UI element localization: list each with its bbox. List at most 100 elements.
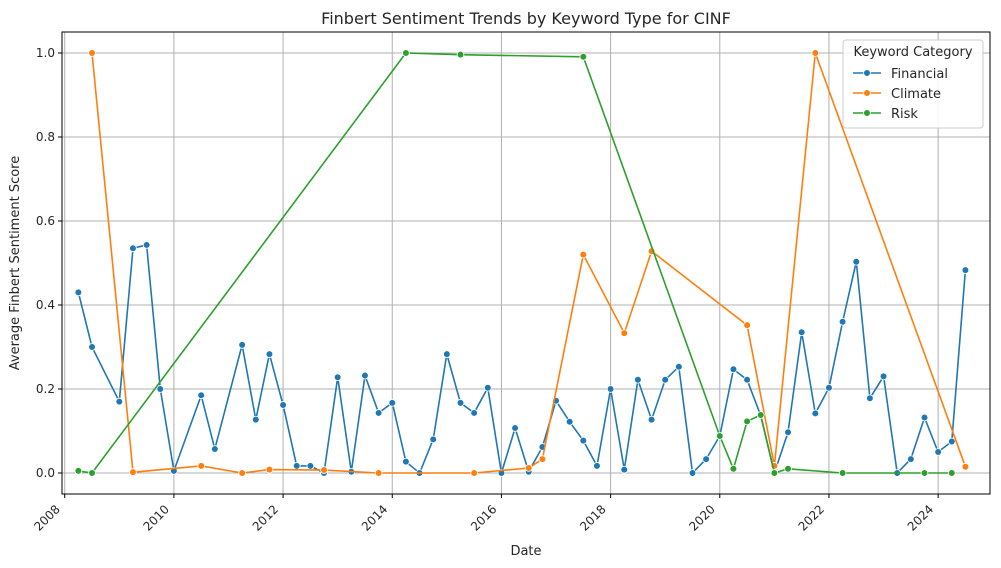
data-point-risk: [920, 469, 929, 477]
legend-label-risk: Risk: [891, 107, 918, 122]
data-point-financial: [238, 341, 246, 349]
data-point-financial: [702, 455, 710, 463]
data-point-financial: [811, 409, 820, 418]
legend-marker-risk: [863, 109, 871, 117]
data-point-climate: [197, 462, 206, 470]
y-tick-label: 0.2: [36, 382, 55, 396]
legend-label-financial: Financial: [891, 67, 948, 82]
series-climate: [88, 49, 970, 477]
data-point-financial: [74, 288, 83, 297]
series-risk: [74, 49, 956, 477]
data-point-financial: [402, 457, 410, 466]
y-axis-label: Average Finbert Sentiment Score: [8, 156, 23, 370]
data-point-financial: [729, 365, 738, 374]
data-point-risk: [756, 411, 765, 419]
data-point-financial: [306, 462, 315, 470]
data-point-climate: [961, 462, 970, 471]
data-point-climate: [265, 465, 274, 474]
data-point-financial: [579, 436, 588, 445]
data-point-risk: [579, 52, 588, 61]
legend: Keyword Category Financial Climate Risk: [842, 39, 984, 129]
data-point-financial: [634, 375, 642, 384]
data-point-climate: [620, 329, 629, 337]
x-axis-label: Date: [510, 544, 541, 559]
data-point-risk: [456, 50, 465, 59]
data-point-climate: [579, 250, 588, 259]
data-point-financial: [784, 428, 792, 437]
data-point-financial: [456, 399, 465, 407]
data-point-climate: [811, 49, 820, 57]
data-point-risk: [770, 469, 779, 477]
data-point-financial: [333, 373, 342, 382]
data-point-risk: [402, 49, 410, 57]
x-tick-label: 2014: [359, 502, 390, 533]
data-point-climate: [129, 468, 137, 476]
data-point-risk: [715, 432, 724, 440]
axis-ticks: 2008 2010 2012 2014 2016 2018 2020 2022 2024 0.0 0…: [31, 46, 939, 534]
legend-label-climate: Climate: [891, 87, 941, 102]
series-financial: [74, 241, 970, 477]
data-point-financial: [511, 424, 519, 432]
data-point-financial: [920, 413, 929, 422]
data-point-financial: [483, 383, 492, 392]
y-tick-label: 0.0: [36, 466, 55, 480]
data-point-financial: [251, 415, 260, 424]
y-tick-label: 0.8: [36, 130, 55, 144]
data-point-financial: [279, 401, 287, 409]
data-point-financial: [797, 328, 806, 337]
data-point-financial: [129, 244, 137, 253]
data-point-risk: [947, 469, 956, 477]
legend-marker-financial: [863, 69, 871, 77]
data-point-financial: [647, 415, 656, 424]
data-point-risk: [88, 469, 96, 477]
x-tick-label: 2020: [686, 502, 717, 533]
data-point-risk: [74, 467, 83, 475]
data-point-financial: [156, 385, 165, 393]
data-point-financial: [879, 372, 888, 381]
data-point-climate: [88, 49, 96, 57]
x-tick-label: 2010: [141, 502, 172, 533]
data-point-climate: [238, 469, 246, 477]
x-tick-label: 2018: [577, 502, 608, 533]
data-point-financial: [825, 383, 833, 392]
data-point-financial: [470, 409, 478, 417]
y-tick-label: 0.4: [36, 298, 55, 312]
legend-title: Keyword Category: [853, 45, 972, 60]
data-point-risk: [729, 464, 738, 473]
data-point-financial: [292, 462, 301, 470]
chart-title: Finbert Sentiment Trends by Keyword Type…: [321, 9, 731, 28]
data-point-financial: [265, 350, 274, 358]
data-point-climate: [374, 469, 383, 477]
data-point-climate: [470, 469, 478, 477]
data-point-financial: [211, 445, 219, 453]
data-point-financial: [866, 394, 874, 403]
data-point-financial: [934, 448, 942, 456]
series-line-risk: [78, 52, 952, 475]
series-line-financial: [77, 243, 967, 476]
plot-frame: [61, 31, 991, 495]
data-point-financial: [675, 362, 683, 371]
y-tick-label: 0.6: [36, 214, 55, 228]
data-point-financial: [688, 469, 697, 477]
data-point-financial: [443, 350, 451, 358]
x-tick-label: 2016: [468, 502, 499, 533]
data-point-financial: [593, 462, 601, 470]
data-point-financial: [907, 455, 915, 463]
x-tick-label: 2008: [31, 502, 62, 533]
data-point-financial: [620, 465, 629, 474]
data-point-risk: [784, 464, 792, 473]
data-point-financial: [947, 437, 956, 446]
data-point-financial: [142, 241, 151, 249]
data-point-climate: [538, 455, 547, 463]
legend-marker-climate: [863, 89, 871, 97]
data-point-climate: [320, 466, 328, 474]
data-point-risk: [743, 417, 751, 426]
data-point-climate: [743, 321, 751, 329]
x-tick-label: 2012: [250, 502, 281, 533]
data-point-financial: [838, 317, 847, 326]
legend-box: [842, 39, 984, 129]
data-point-financial: [429, 435, 438, 444]
data-point-financial: [88, 343, 96, 351]
y-tick-label: 1.0: [36, 46, 55, 60]
